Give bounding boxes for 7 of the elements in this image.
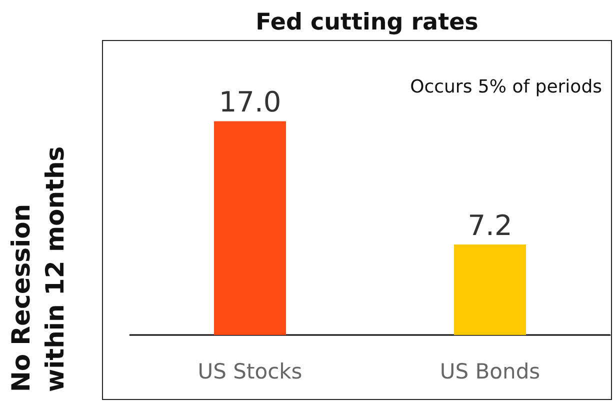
chart-title: Fed cutting rates: [256, 10, 478, 36]
text: Occurs 5% of periods: [410, 76, 602, 98]
x-tick-label: US Stocks: [198, 360, 302, 384]
data-label: 17.0: [218, 86, 282, 119]
y-axis-title: No Recession within 12 months: [6, 146, 70, 392]
x-tick-label: US Bonds: [440, 360, 540, 384]
data-label: 7.2: [468, 208, 512, 242]
